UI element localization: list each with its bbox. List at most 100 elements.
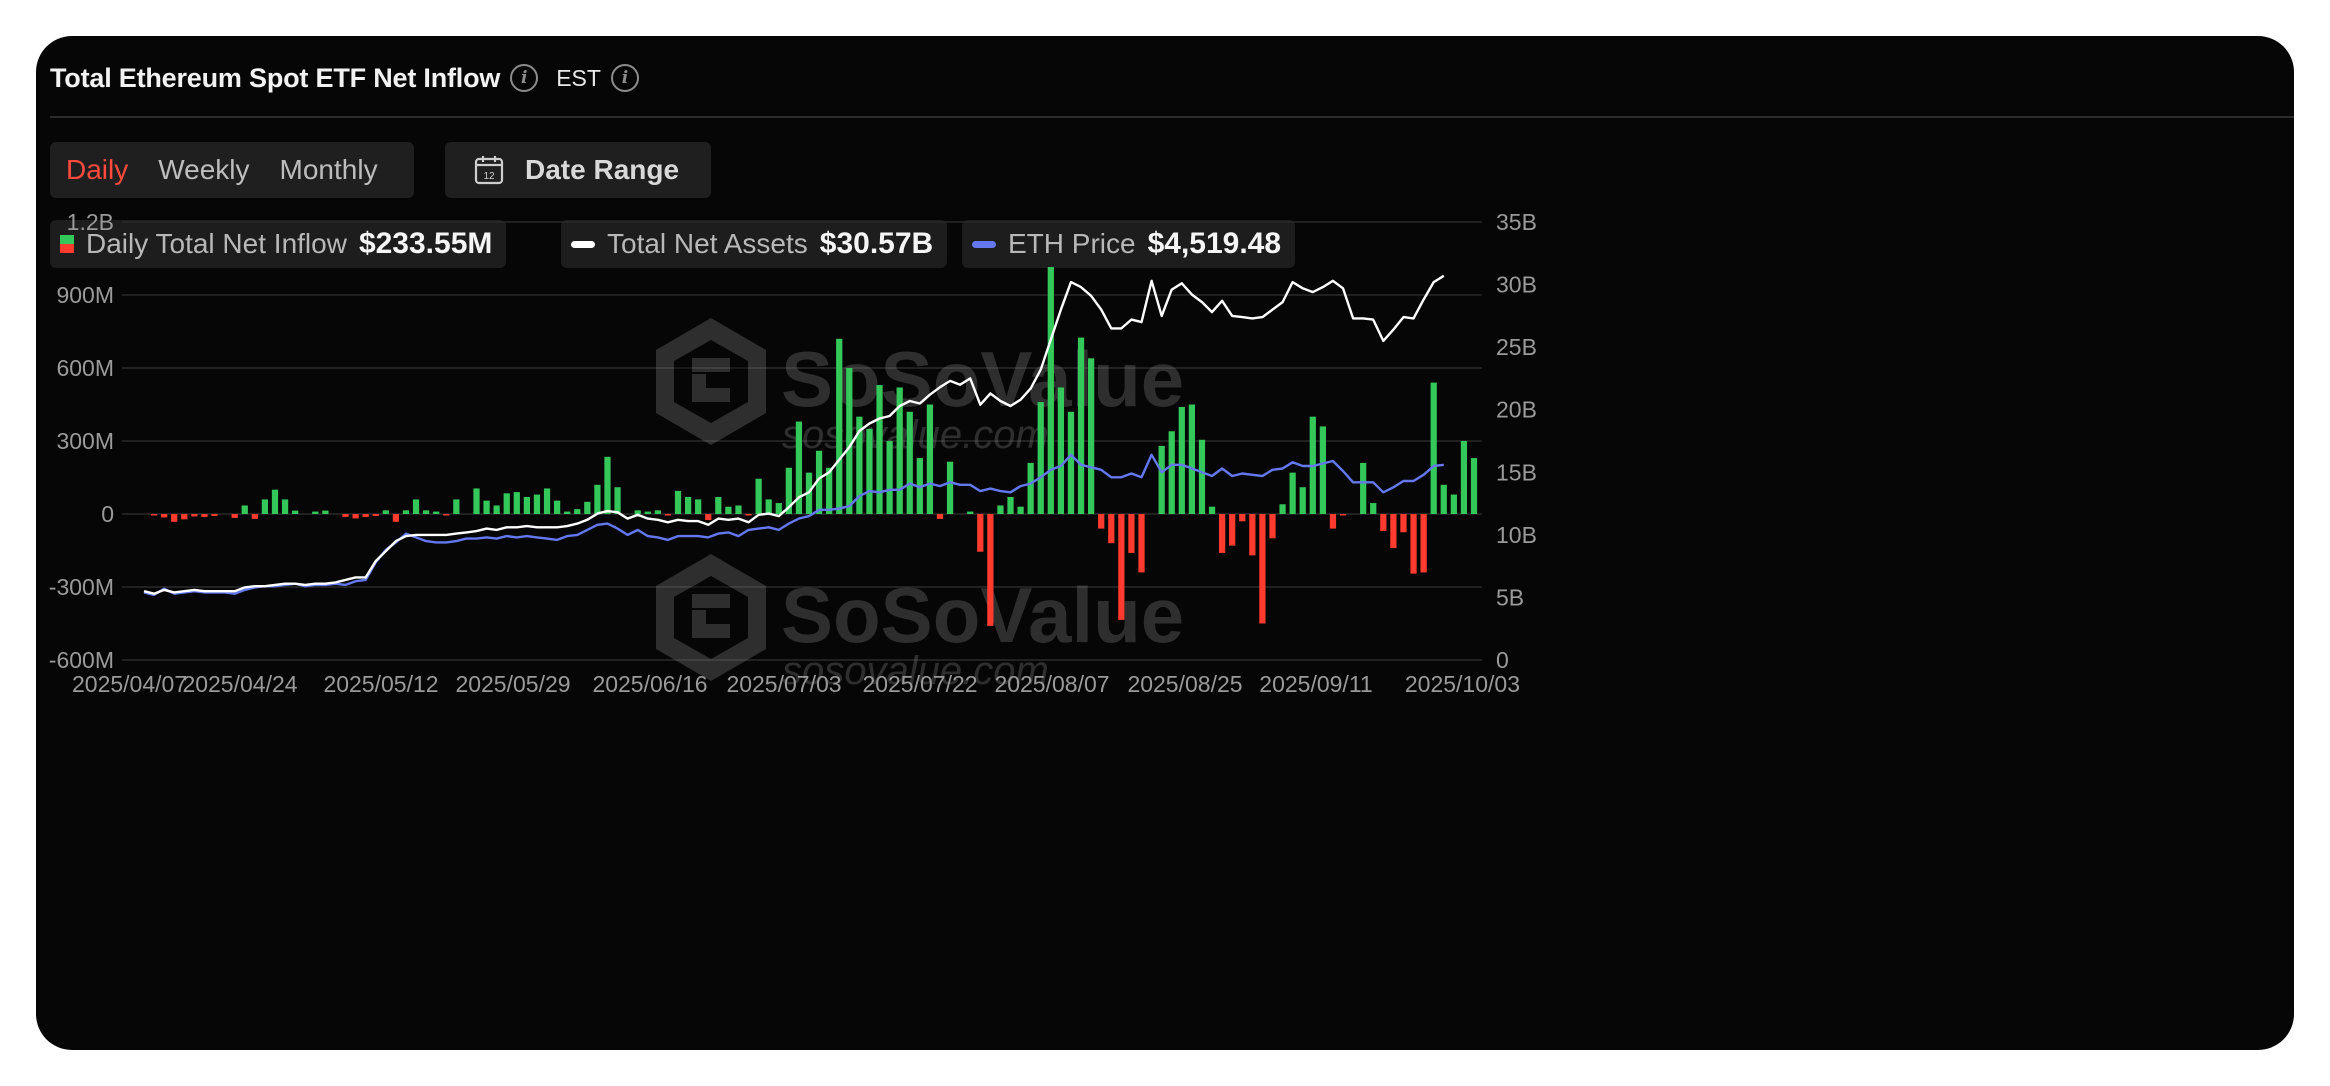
inflow-bar (1249, 514, 1256, 556)
x-tick-label: 2025/10/03 (1405, 671, 1520, 697)
inflow-bars (150, 267, 1478, 626)
inflow-bar (634, 510, 641, 514)
inflow-bar (241, 505, 248, 514)
inflow-bar (523, 496, 531, 514)
legend-value: $30.57B (819, 227, 934, 260)
legend-eth-price[interactable]: ETH Price $4,519.48 (962, 220, 1296, 268)
y-right-tick-label: 10B (1496, 522, 1537, 548)
legend-value: $233.55M (358, 227, 493, 260)
inflow-bar (181, 514, 188, 520)
watermark-top: SoSoValue sosovalue.com (656, 318, 1184, 457)
inflow-bar (866, 428, 873, 514)
inflow-bar (1098, 514, 1105, 529)
inflow-bar (765, 499, 772, 514)
inflow-bar (564, 511, 571, 514)
inflow-bar (876, 385, 883, 514)
inflow-bar (261, 499, 269, 514)
legend-daily-inflow[interactable]: Daily Total Net Inflow $233.55M (50, 220, 507, 268)
inflow-bar (392, 514, 400, 522)
inflow-bar (433, 511, 440, 514)
y-right-tick-label: 5B (1496, 584, 1524, 610)
inflow-bar (281, 499, 289, 514)
inflow-bar (906, 411, 913, 514)
legend-value: $4,519.48 (1147, 227, 1282, 260)
chart-plot[interactable]: SoSoValue sosovalue.com SoSoValue sosova… (36, 36, 2294, 1050)
inflow-bar (453, 499, 460, 514)
inflow-bar (715, 496, 722, 514)
inflow-bar (191, 514, 198, 517)
y-left-tick-label: 1.2B (67, 209, 114, 235)
inflow-bar (745, 514, 752, 516)
x-tick-label: 2025/05/12 (323, 671, 438, 697)
inflow-bar (936, 514, 944, 519)
inflow-bar (584, 501, 591, 514)
inflow-bar (826, 467, 833, 514)
period-daily-button[interactable]: Daily (66, 154, 129, 185)
price-swatch (972, 240, 996, 248)
y-right-tick-label: 30B (1496, 272, 1537, 298)
inflow-bar (161, 514, 168, 518)
y-right-tick-label: 0 (1496, 647, 1509, 673)
inflow-bar (171, 514, 178, 522)
inflow-bar (1188, 404, 1196, 514)
x-tick-label: 2025/08/25 (1127, 671, 1242, 697)
y-right-tick-label: 15B (1496, 459, 1537, 485)
header-divider (50, 116, 2294, 118)
inflow-bar (322, 510, 329, 514)
inflow-bar (1299, 487, 1306, 514)
inflow-swatch (60, 235, 74, 253)
inflow-bar (856, 416, 863, 514)
period-weekly-button[interactable]: Weekly (158, 154, 250, 185)
inflow-bar (1460, 441, 1468, 514)
inflow-bar (443, 514, 450, 516)
x-tick-label: 2025/04/07 (72, 671, 187, 697)
inflow-bar (926, 404, 934, 514)
inflow-bar (1087, 358, 1095, 514)
legend-label: Total Net Assets (607, 228, 808, 259)
inflow-bar (1168, 431, 1175, 514)
inflow-bar (1450, 494, 1457, 514)
inflow-bar (896, 387, 903, 514)
inflow-bar (997, 505, 1004, 514)
inflow-bar (201, 514, 208, 517)
y-left-tick-label: 0 (101, 501, 114, 527)
legend-total-net-assets[interactable]: Total Net Assets $30.57B (561, 220, 948, 268)
inflow-bar (553, 500, 561, 514)
x-tick-label: 2025/08/07 (994, 671, 1109, 697)
legend-label: ETH Price (1008, 228, 1136, 259)
inflow-bar (604, 456, 611, 514)
inflow-bar (271, 489, 279, 514)
y-left-tick-label: 600M (56, 355, 114, 381)
y-left-tick-label: 300M (56, 428, 114, 454)
inflow-bar (1319, 426, 1326, 514)
legend-label: Daily Total Net Inflow (86, 228, 347, 259)
x-tick-label: 2025/07/03 (726, 671, 841, 697)
info-icon[interactable]: i (510, 64, 539, 92)
date-range-button[interactable]: 12 Date Range (445, 142, 711, 198)
period-monthly-button[interactable]: Monthly (279, 154, 378, 185)
inflow-bar (1208, 506, 1216, 514)
inflow-bar (1470, 458, 1478, 514)
inflow-bar (1027, 462, 1034, 514)
x-tick-label: 2025/09/11 (1259, 671, 1372, 697)
inflow-bar (1269, 514, 1276, 539)
watermark-bottom: SoSoValue sosovalue.com (656, 554, 1184, 693)
inflow-bar (1047, 267, 1054, 514)
inflow-bar (292, 510, 299, 514)
inflow-bar (967, 511, 974, 514)
inflow-bar (836, 338, 843, 514)
y-left-tick-label: -300M (49, 574, 114, 600)
inflow-bar (1007, 496, 1014, 514)
timezone-info-icon[interactable]: i (610, 64, 639, 92)
inflow-bar (1037, 402, 1044, 514)
inflow-bar (533, 494, 541, 514)
inflow-bar (231, 514, 238, 518)
total-net-assets-line (143, 274, 1445, 595)
inflow-bar (795, 421, 803, 514)
inflow-bar (725, 506, 732, 514)
y-left-tick-label: -600M (49, 647, 114, 673)
inflow-bar (664, 514, 672, 516)
inflow-bar (1158, 445, 1165, 514)
y-left-tick-label: 900M (56, 282, 114, 308)
watermark-logo-icon (656, 318, 766, 445)
